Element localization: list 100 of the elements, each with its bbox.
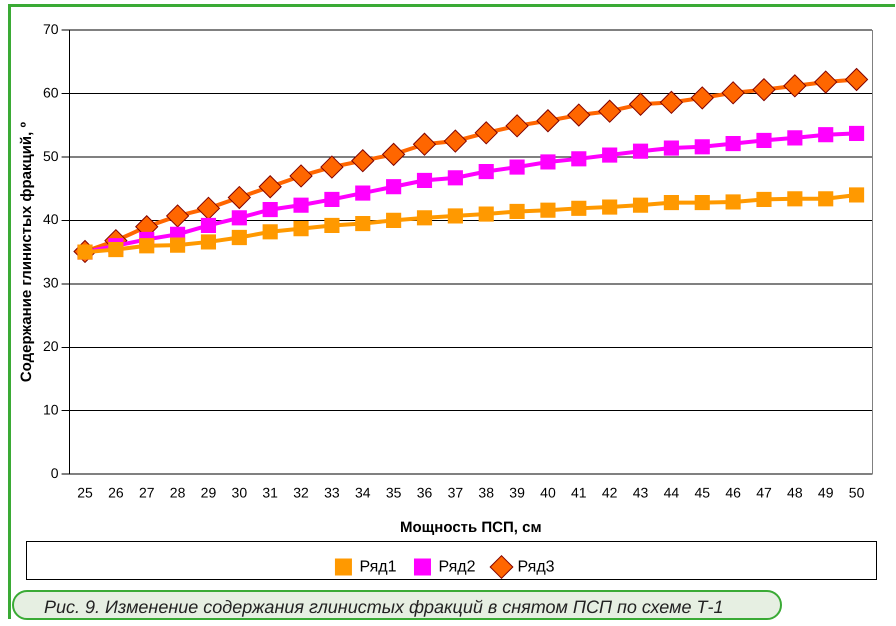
y-tick-label: 10 — [42, 402, 59, 418]
x-tick-label: 34 — [354, 484, 371, 500]
x-tick-label: 38 — [478, 484, 494, 500]
point — [571, 200, 586, 216]
point — [200, 218, 216, 234]
x-tick-label: 45 — [694, 484, 710, 500]
point — [258, 175, 282, 198]
x-tick-label: 37 — [448, 484, 464, 500]
x-tick-label: 42 — [602, 484, 618, 500]
x-tick-label: 29 — [200, 484, 216, 500]
point — [293, 198, 309, 213]
point — [818, 127, 834, 142]
legend-label: Ряд2 — [438, 558, 476, 576]
point — [629, 92, 652, 116]
point — [664, 140, 679, 156]
x-tick-label: 36 — [416, 484, 432, 500]
point — [416, 172, 432, 188]
x-tick-label: 33 — [324, 484, 340, 500]
point — [567, 104, 590, 127]
point — [540, 202, 556, 218]
point — [814, 70, 838, 94]
x-tick-label: 47 — [756, 484, 772, 500]
point — [510, 204, 525, 220]
x-tick-label: 25 — [77, 484, 93, 500]
point — [293, 221, 309, 236]
point — [324, 192, 340, 207]
legend-label: Ряд3 — [518, 558, 555, 576]
point — [571, 151, 586, 166]
point — [694, 195, 710, 210]
x-tick-label: 27 — [138, 484, 155, 500]
point — [386, 212, 402, 228]
x-tick-label: 32 — [293, 484, 310, 500]
x-tick-label: 48 — [787, 484, 803, 500]
x-tick-label: 44 — [664, 484, 680, 500]
point — [849, 187, 864, 203]
x-tick-label: 46 — [725, 484, 742, 500]
point — [694, 139, 710, 154]
point — [818, 191, 834, 206]
point — [320, 156, 344, 179]
point — [262, 224, 278, 240]
point — [355, 186, 370, 201]
x-tick-label: 39 — [509, 484, 526, 500]
point — [602, 147, 618, 163]
x-tick-label: 26 — [108, 484, 124, 500]
x-tick-label: 49 — [818, 484, 834, 500]
point — [783, 74, 806, 98]
x-tick-label: 43 — [632, 484, 649, 500]
y-tick-label: 60 — [42, 84, 59, 100]
y-tick-label: 40 — [42, 211, 59, 228]
point — [536, 109, 560, 132]
point — [722, 81, 745, 104]
point — [448, 170, 463, 186]
y-tick-label: 20 — [42, 338, 59, 354]
point — [632, 144, 648, 159]
point — [787, 191, 802, 206]
point — [845, 68, 868, 91]
x-tick-label: 31 — [262, 484, 278, 500]
point — [756, 192, 772, 207]
point — [196, 196, 220, 220]
point — [690, 86, 714, 110]
point — [290, 164, 313, 188]
text: Рис. 9. Изменение содержания глинистых фракций в снятом ПСП по схеме Т-1 — [12, 590, 782, 620]
point — [510, 159, 525, 175]
point — [351, 149, 374, 172]
point — [478, 206, 494, 222]
point — [602, 199, 618, 215]
x-tick-label: 40 — [540, 484, 556, 500]
y-tick-label: 0 — [50, 465, 59, 482]
point — [478, 164, 494, 180]
point — [166, 204, 190, 228]
point — [232, 210, 247, 226]
point — [200, 234, 216, 250]
point — [262, 202, 278, 218]
x-tick-label: 41 — [571, 484, 587, 500]
point — [170, 238, 186, 253]
point — [108, 242, 124, 258]
point — [474, 121, 498, 144]
x-tick-label: 35 — [386, 484, 402, 500]
point — [448, 208, 463, 224]
point — [382, 142, 406, 166]
point — [726, 194, 741, 210]
point — [660, 90, 683, 114]
y-tick-label: 70 — [42, 20, 59, 37]
point — [139, 238, 154, 254]
x-axis-title: Мощность ПСП, см — [400, 519, 542, 536]
point — [228, 186, 251, 210]
point — [787, 130, 802, 146]
x-tick-label: 28 — [170, 484, 186, 500]
point — [506, 114, 529, 138]
point — [598, 100, 622, 123]
point — [756, 132, 772, 148]
point — [444, 130, 467, 153]
point — [416, 210, 432, 226]
point — [849, 126, 864, 142]
y-axis-title: Содержание глинистых фракций, º — [18, 122, 36, 382]
point — [412, 132, 436, 156]
point — [355, 216, 370, 232]
point — [232, 230, 247, 246]
x-tick-label: 30 — [232, 484, 248, 500]
point — [664, 195, 679, 210]
